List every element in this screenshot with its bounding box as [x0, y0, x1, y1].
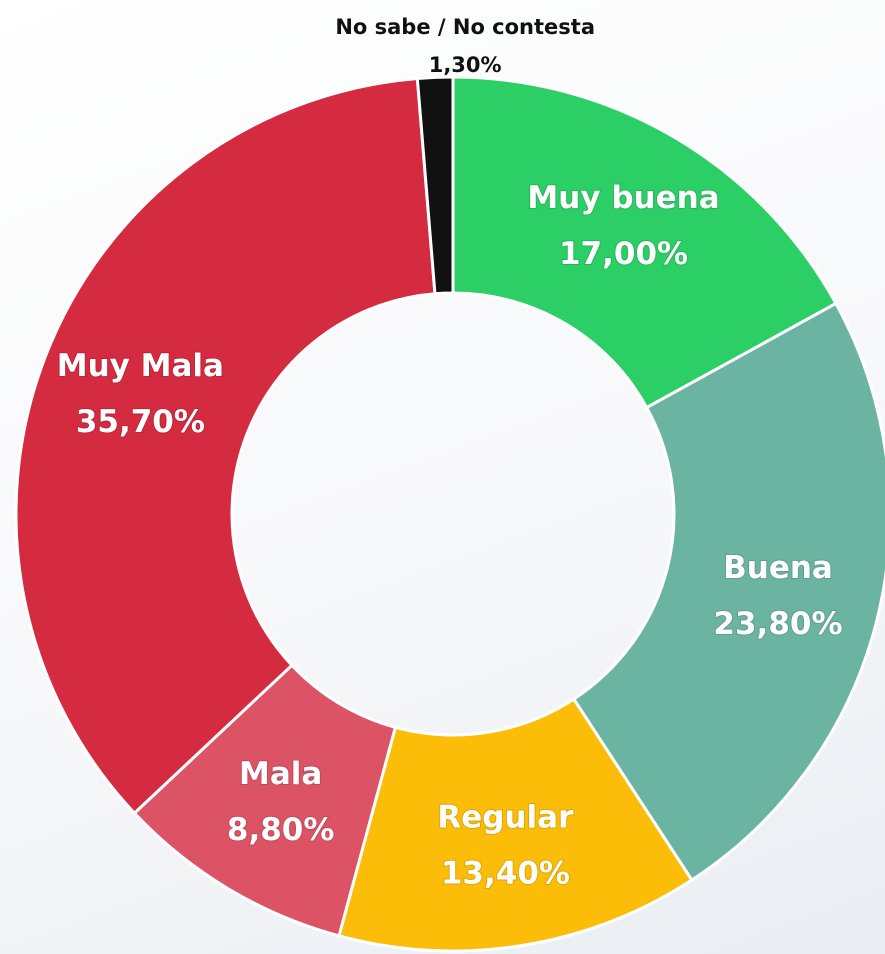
slice-label: Mala — [239, 756, 322, 792]
donut-slice — [451, 75, 838, 410]
donut-slice — [14, 76, 437, 816]
slice-label: No sabe / No contesta — [335, 15, 595, 39]
slice-value: 35,70% — [76, 404, 205, 440]
slice-label: Muy Mala — [57, 348, 224, 384]
donut-slice — [571, 301, 885, 883]
slice-value: 23,80% — [713, 606, 842, 642]
slice-value: 13,40% — [441, 855, 570, 891]
donut-slice — [337, 697, 694, 953]
slice-label: Muy buena — [527, 180, 719, 216]
slice-label: Regular — [437, 799, 574, 835]
donut-slice — [415, 75, 455, 296]
slice-value: 1,30% — [429, 53, 502, 77]
slice-value: 8,80% — [227, 812, 335, 848]
slice-label: Buena — [723, 550, 833, 586]
slice-value: 17,00% — [559, 236, 688, 272]
